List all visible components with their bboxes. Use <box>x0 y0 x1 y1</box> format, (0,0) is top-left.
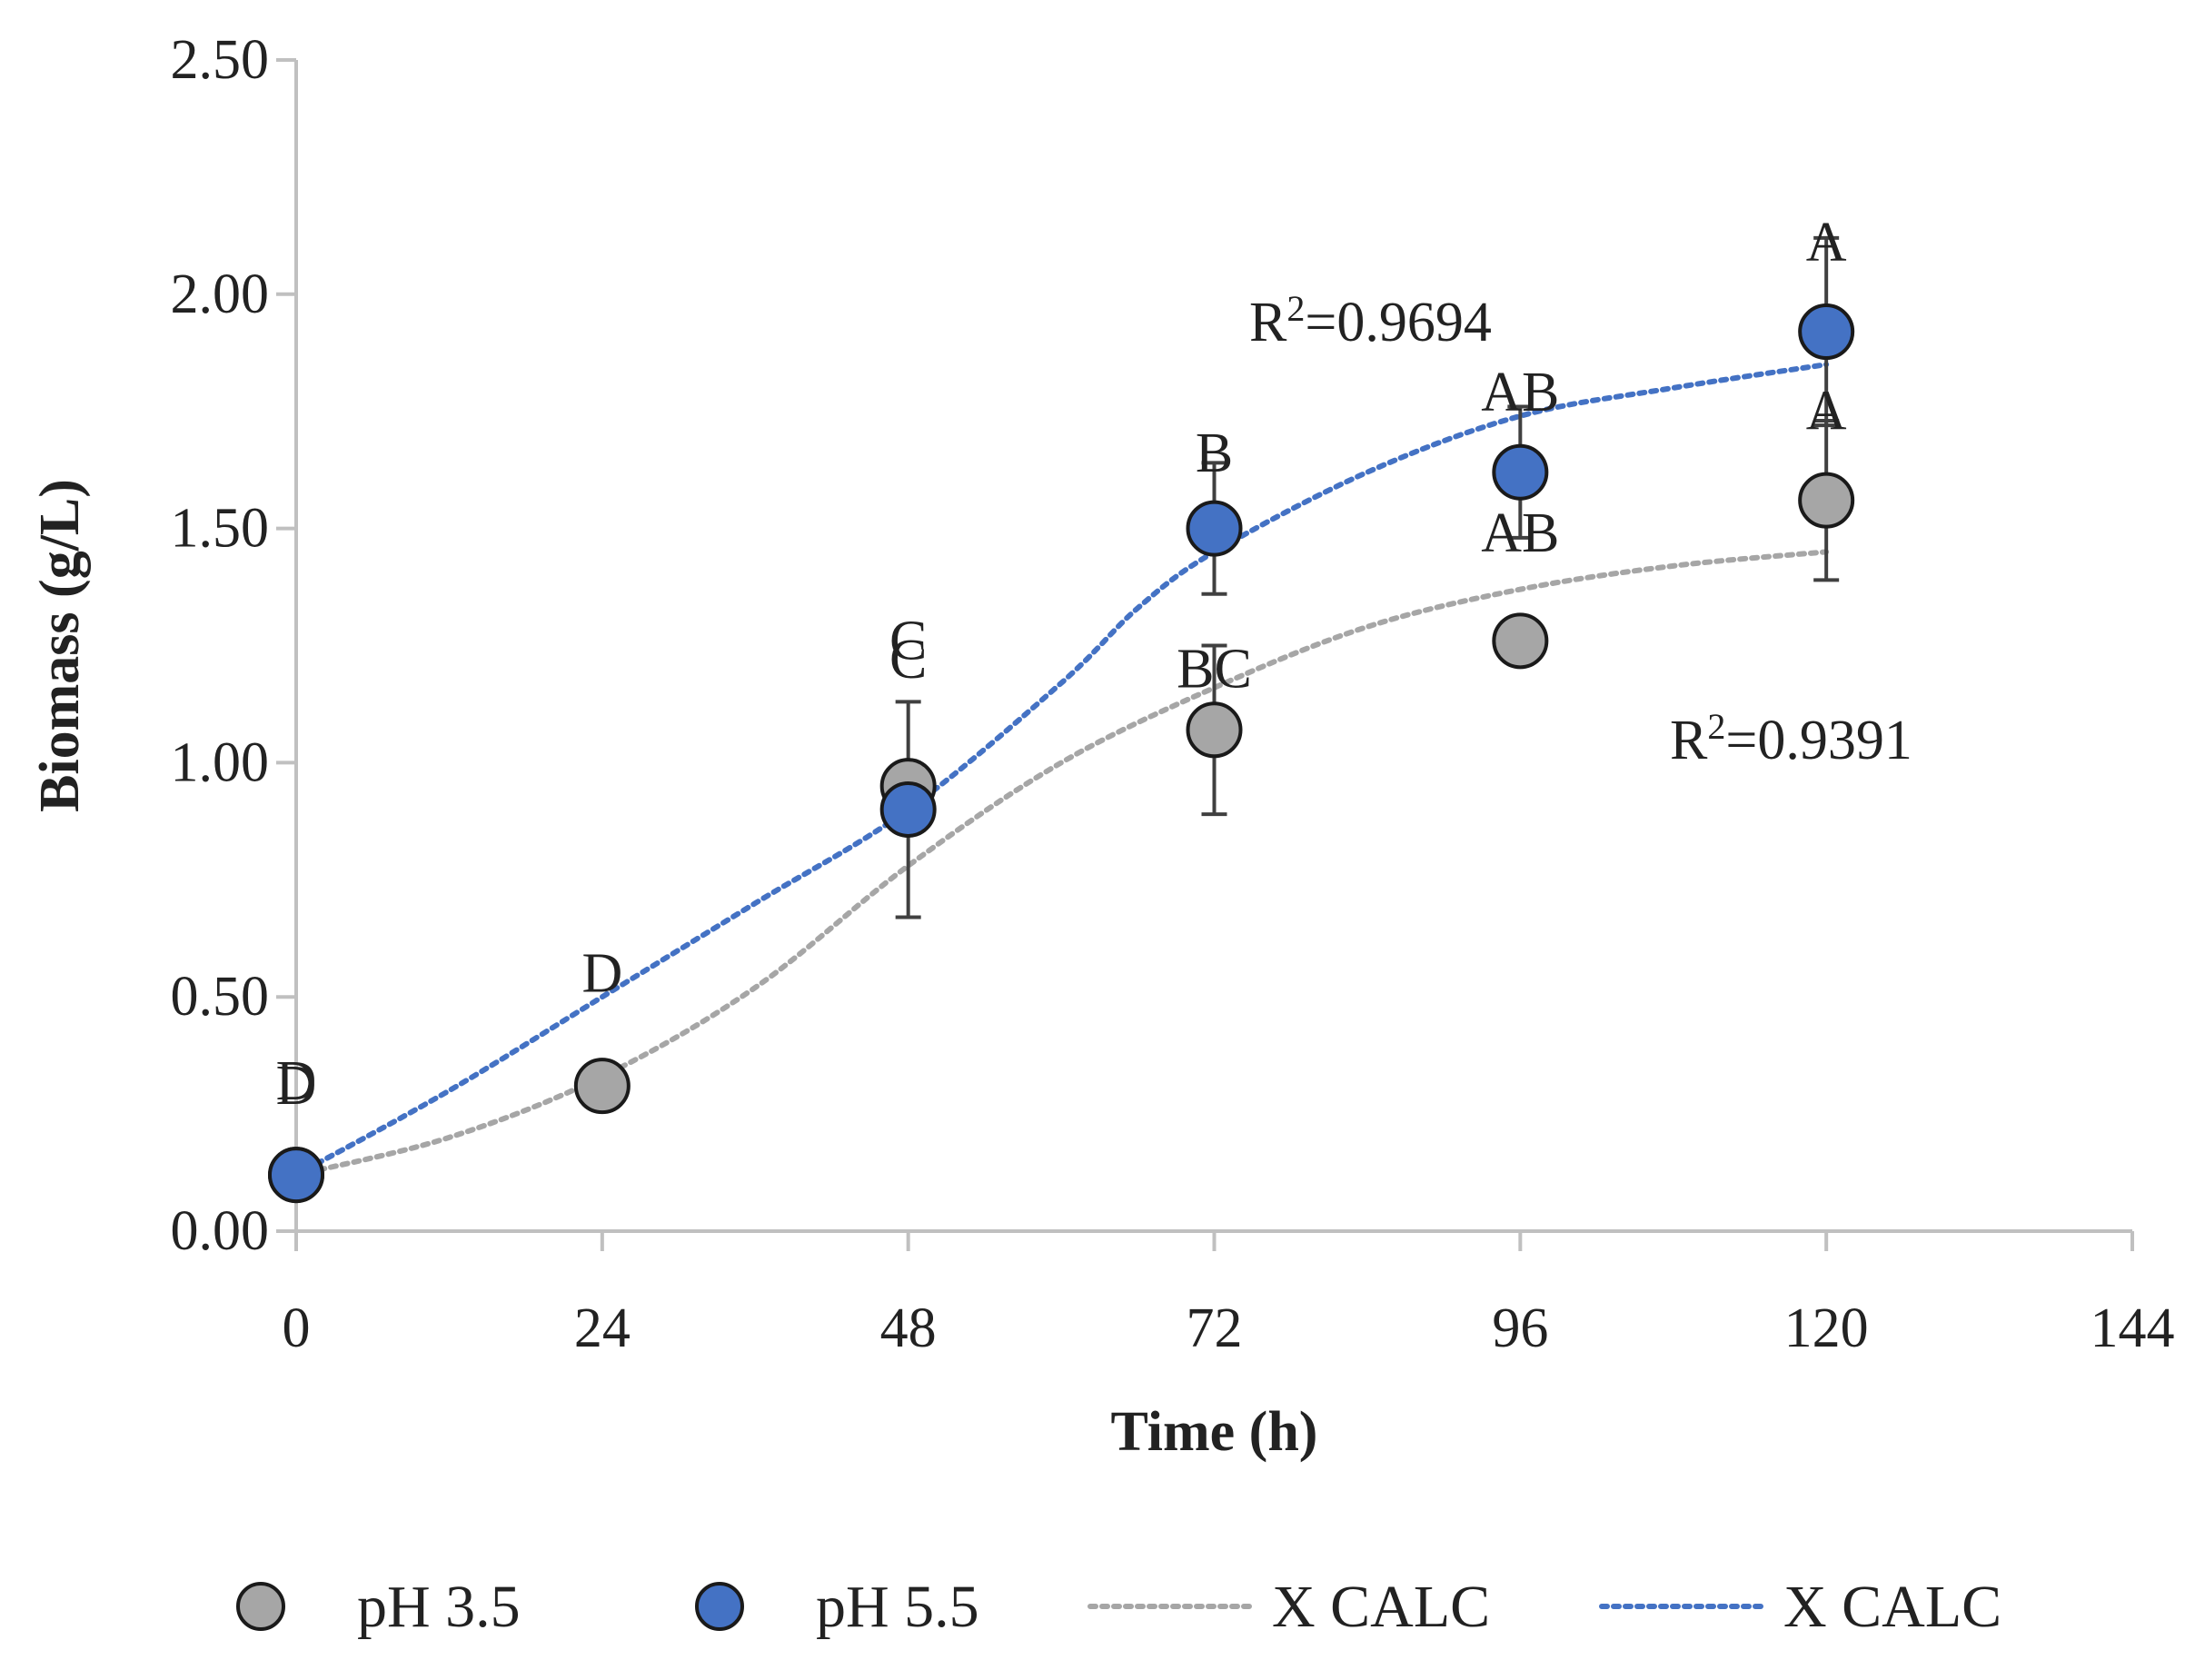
data-point-ph35 <box>1798 472 1855 529</box>
significance-letter: D <box>581 942 622 1004</box>
y-tick-label: 0.00 <box>171 1200 270 1262</box>
legend-marker-ph55 <box>695 1582 744 1631</box>
x-tick-label: 72 <box>1187 1297 1243 1359</box>
x-tick-label: 96 <box>1492 1297 1548 1359</box>
r2-superscript: 2 <box>1707 706 1725 747</box>
legend-label-ph55: pH 5.5 <box>816 1574 979 1640</box>
r2-superscript: 2 <box>1286 288 1305 329</box>
data-point-ph55 <box>1798 303 1855 361</box>
data-point-ph55 <box>1186 500 1243 557</box>
fit-curves <box>293 362 1830 1178</box>
y-tick-label: 2.00 <box>171 263 270 325</box>
significance-letter: A <box>1806 212 1847 273</box>
r2-value: =0.9391 <box>1725 710 1912 771</box>
legend-label-ph35: pH 3.5 <box>357 1574 521 1640</box>
x-tick-label: 144 <box>2091 1297 2175 1359</box>
data-point-ph35 <box>1492 612 1549 670</box>
y-axis-title: Biomass (g/L) <box>29 479 91 812</box>
data-point-ph55 <box>268 1147 324 1204</box>
axes: 0.00 0.50 1.00 1.50 2.00 2.50 0 24 48 72 96 120 144 T… <box>29 29 2175 1463</box>
legend-label-fit-ph35: X CALC <box>1272 1574 1490 1640</box>
significance-letter: C <box>889 610 927 671</box>
y-tick-label: 1.00 <box>171 731 270 793</box>
data-point-ph35 <box>1186 701 1243 759</box>
x-tick-label: 24 <box>574 1297 631 1359</box>
error-bars <box>283 235 1840 1200</box>
legend-label-fit-ph55: X CALC <box>1783 1574 2001 1640</box>
significance-letter: AB <box>1481 362 1559 423</box>
significance-letter: C <box>889 629 927 691</box>
fit-curve-ph55 <box>293 362 1830 1178</box>
y-tick-label: 1.50 <box>171 498 270 560</box>
x-tick-label: 48 <box>880 1297 937 1359</box>
r2-value: =0.9694 <box>1305 292 1491 353</box>
significance-letter: AB <box>1481 502 1559 564</box>
x-tick-label: 120 <box>1784 1297 1869 1359</box>
significance-letter: BC <box>1177 638 1252 700</box>
y-tick-label: 0.50 <box>171 966 270 1028</box>
r2-symbol: R <box>1249 292 1287 353</box>
legend-marker-ph35 <box>236 1582 285 1631</box>
r2-annotation-ph35: R2=0.9391 <box>1670 706 1912 771</box>
r2-symbol: R <box>1670 710 1708 771</box>
data-points <box>268 303 1855 1204</box>
legend: pH 3.5 pH 5.5 X CALC X CALC <box>236 1574 2001 1640</box>
y-tick-label: 2.50 <box>171 29 270 91</box>
data-point-ph35 <box>573 1058 631 1115</box>
data-point-ph55 <box>1492 443 1549 501</box>
data-point-ph55 <box>879 780 937 838</box>
significance-letter: B <box>1196 422 1233 484</box>
significance-letter: D <box>276 1050 317 1112</box>
significance-letter: A <box>1806 381 1847 442</box>
x-axis-title: Time (h) <box>1111 1401 1318 1463</box>
x-tick-label: 0 <box>283 1297 311 1359</box>
r2-annotation-ph55: R2=0.9694 <box>1249 288 1492 353</box>
fit-curve-ph35 <box>293 549 1830 1178</box>
significance-letter: D <box>276 1055 317 1117</box>
